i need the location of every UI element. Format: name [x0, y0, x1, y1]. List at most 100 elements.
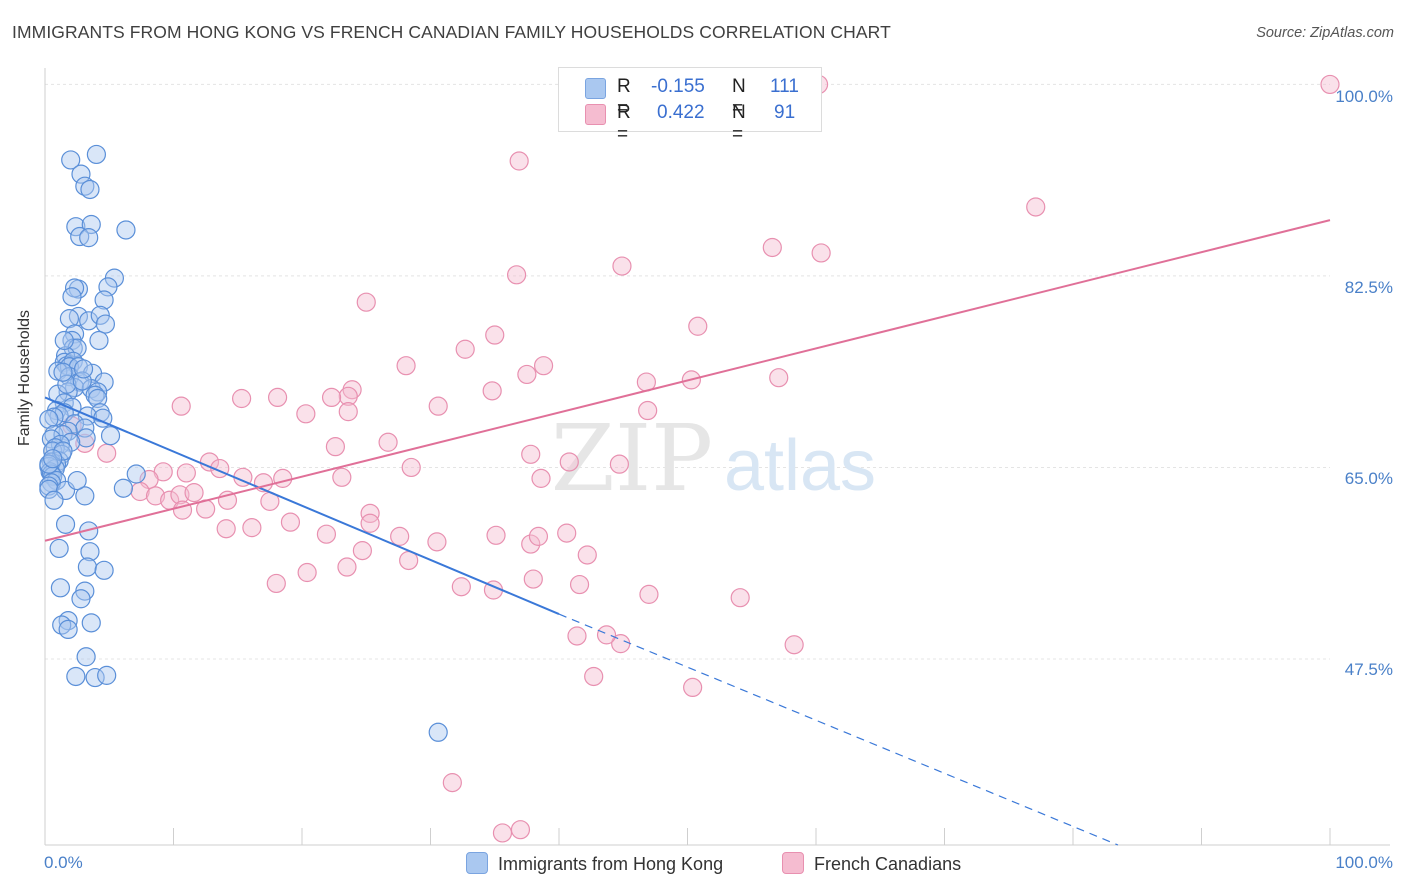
french-canadian-point — [1026, 197, 1046, 217]
hong-kong-point — [57, 374, 77, 394]
hong-kong-point — [62, 287, 82, 307]
hong-kong-point — [76, 428, 96, 448]
french-canadian-point — [569, 574, 590, 595]
french-canadian-point — [216, 519, 236, 539]
french-canadian-point — [396, 356, 416, 376]
hong-kong-point — [67, 470, 87, 491]
hong-kong-point — [44, 490, 64, 510]
french-canadian-point — [577, 545, 597, 565]
y-tick-label: 65.0% — [1344, 469, 1393, 488]
hong-kong-point — [95, 314, 115, 334]
french-canadian-point — [762, 237, 782, 258]
hong-kong-point — [66, 666, 86, 687]
hong-kong-point — [116, 220, 136, 240]
french-canadian-point — [730, 588, 750, 608]
french-canadian-point — [401, 457, 421, 478]
french-canadian-point — [523, 569, 543, 589]
hong-kong-point — [76, 647, 96, 667]
hong-kong-points — [39, 144, 448, 742]
french-canadian-point — [521, 534, 541, 554]
legend-r-value: -0.155 — [651, 76, 705, 97]
hong-kong-point — [39, 409, 59, 429]
french-canadian-point — [170, 485, 190, 505]
hong-kong-point — [85, 667, 105, 688]
french-canadian-point — [428, 396, 448, 416]
y-tick-label: 100.0% — [1335, 87, 1393, 106]
hong-kong-point — [81, 613, 101, 633]
hong-kong-point — [85, 385, 105, 405]
hong-kong-point — [73, 359, 94, 379]
french-canadian-point — [356, 292, 376, 312]
hong-kong-point — [53, 362, 73, 382]
legend-n-label: N = — [732, 76, 746, 119]
trend-lines — [44, 219, 1331, 846]
french-canadian-point — [567, 626, 587, 646]
french-canadian-point — [442, 773, 462, 793]
hong-kong-point — [86, 144, 107, 165]
hong-kong-point — [89, 330, 109, 351]
hong-kong-point — [100, 426, 121, 446]
french-canadian-point — [638, 400, 658, 421]
french-canadian-point — [427, 532, 447, 552]
french-canadian-point — [609, 454, 629, 474]
hong-kong-point — [77, 557, 98, 577]
french-canadian-point — [486, 525, 506, 545]
french-canadian-point — [266, 573, 286, 594]
watermark: ZIP atlas — [551, 405, 876, 512]
axes — [44, 68, 1390, 846]
french-canadian-point — [533, 356, 554, 376]
french-canadian-point — [296, 404, 316, 424]
legend-item-hong-kong: Immigrants from Hong Kong — [466, 852, 723, 875]
hong-kong-point — [54, 330, 74, 351]
hong-kong-point — [428, 722, 448, 742]
x-tick-label: 100.0% — [1335, 853, 1393, 872]
french-canadian-point — [688, 316, 708, 336]
french-canadian-point — [321, 387, 342, 408]
french-canadian-point — [557, 523, 577, 543]
legend-swatch-pink — [585, 104, 606, 125]
french-canadian-point — [510, 820, 531, 840]
french-canadian-point — [280, 512, 301, 532]
hong-kong-point — [80, 179, 100, 200]
french-canadian-point — [683, 677, 703, 698]
hong-kong-point — [113, 478, 133, 498]
hong-kong-point — [53, 441, 73, 461]
french-canadian-point — [455, 339, 475, 359]
correlation-legend: R = -0.155 N = 111 R = 0.422 N = 91 — [558, 67, 822, 145]
french-canadian-point — [485, 325, 505, 345]
french-canadian-point — [1320, 74, 1340, 95]
french-canadian-point — [769, 368, 789, 388]
legend-series-name: French Canadians — [814, 854, 962, 874]
hong-kong-point — [59, 309, 80, 329]
hong-kong-point — [49, 538, 69, 559]
legend-r-label: R = — [617, 102, 631, 145]
hong-kong-trend-line — [44, 396, 560, 616]
french-canadian-point — [596, 625, 617, 645]
french-canadian-point — [378, 432, 398, 452]
hong-kong-point — [66, 217, 86, 237]
french-canadian-point — [145, 486, 166, 506]
legend-swatch-blue — [466, 852, 488, 874]
hong-kong-point — [88, 382, 108, 402]
hong-kong-point — [126, 464, 146, 484]
hong-kong-point — [94, 560, 114, 580]
hong-kong-trend-extension — [558, 613, 1119, 846]
y-tick-label: 47.5% — [1344, 660, 1393, 679]
french-canadian-point — [492, 823, 513, 843]
french-canadian-point — [316, 524, 337, 544]
french-canadian-point — [267, 387, 288, 408]
french-canadian-point — [338, 402, 358, 422]
french-canadian-point — [332, 467, 352, 487]
legend-n-value: 111 — [770, 76, 799, 97]
french-canadian-point — [509, 151, 529, 171]
y-tick-label: 82.5% — [1344, 278, 1393, 297]
hong-kong-point — [50, 578, 71, 598]
french-canadian-point — [784, 635, 804, 655]
hong-kong-point — [39, 479, 59, 499]
legend-series-name: Immigrants from Hong Kong — [498, 854, 724, 874]
french-canadian-point — [273, 468, 293, 488]
french-canadian-point — [184, 483, 204, 503]
legend-swatch-pink — [782, 852, 804, 874]
hong-kong-point — [88, 388, 108, 409]
